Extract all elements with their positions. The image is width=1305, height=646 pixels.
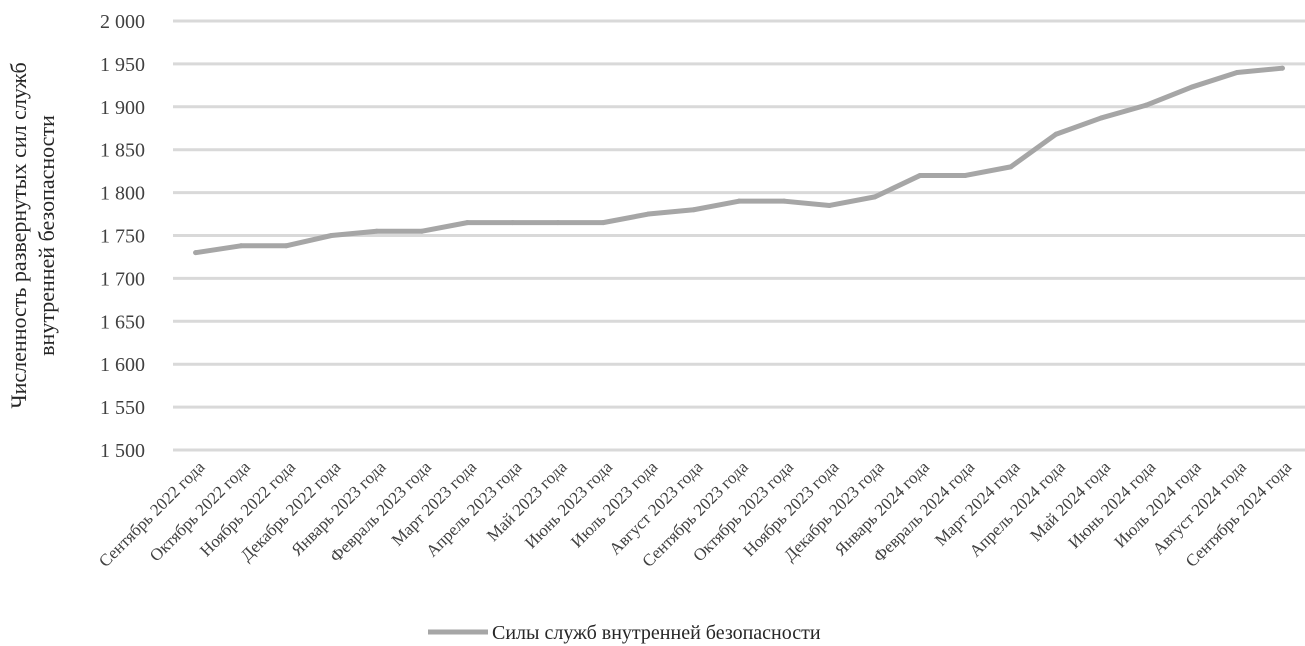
series-lines: [193, 65, 1285, 256]
data-point: [691, 207, 697, 213]
legend-label: Силы служб внутренней безопасности: [492, 622, 821, 644]
y-tick-label: 1 800: [100, 183, 145, 205]
y-tick-label: 1 900: [100, 97, 145, 119]
data-point: [781, 198, 787, 204]
data-point: [1008, 164, 1014, 170]
y-tick-label: 1 850: [100, 140, 145, 162]
data-point: [1189, 84, 1195, 90]
y-tick-label: 2 000: [100, 11, 145, 33]
y-tick-label: 1 750: [100, 226, 145, 248]
series-line: [193, 65, 1285, 256]
y-tick-label: 1 700: [100, 268, 145, 290]
data-point: [1234, 69, 1240, 75]
data-point: [1098, 115, 1104, 121]
y-axis-title-line: внутренней безопасности: [34, 115, 59, 356]
y-tick-label: 1 550: [100, 397, 145, 419]
data-point: [283, 243, 289, 249]
data-point: [872, 194, 878, 200]
y-tick-label: 1 950: [100, 54, 145, 76]
data-point: [193, 250, 199, 256]
data-point: [1279, 65, 1285, 71]
data-point: [238, 243, 244, 249]
data-point: [555, 220, 561, 226]
data-point: [827, 202, 833, 208]
data-point: [736, 198, 742, 204]
gridlines: [173, 19, 1305, 452]
data-point: [510, 220, 516, 226]
data-point: [1144, 102, 1150, 108]
data-point: [464, 220, 470, 226]
y-axis-title: Численность развернутых сил служб внутрен…: [6, 62, 59, 408]
y-axis-title-line: Численность развернутых сил служб: [6, 62, 31, 408]
y-tick-label: 1 600: [100, 354, 145, 376]
y-tick-label: 1 500: [100, 440, 145, 462]
y-tick-label: 1 650: [100, 311, 145, 333]
data-point: [917, 172, 923, 178]
data-point: [962, 172, 968, 178]
data-point: [374, 228, 380, 234]
data-point: [645, 211, 651, 217]
data-point: [1053, 131, 1059, 137]
data-point: [600, 220, 606, 226]
data-point: [419, 228, 425, 234]
y-axis-tick-labels: 1 500 1 550 1 600 1 650 1 700 1 750 1 800 1 850…: [100, 11, 145, 462]
legend: Силы служб внутренней безопасности: [428, 622, 821, 644]
data-point: [328, 233, 334, 238]
